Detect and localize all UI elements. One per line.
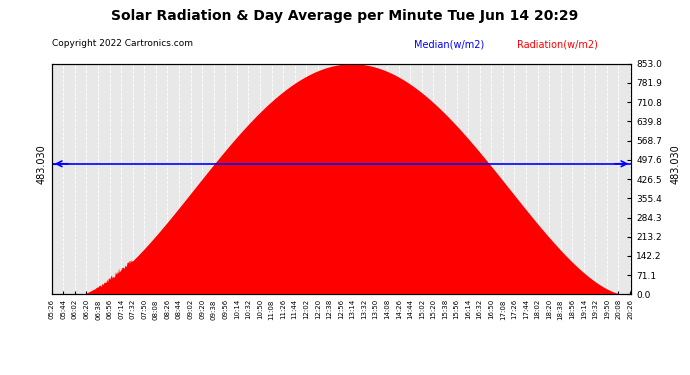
- Text: 483.030: 483.030: [670, 144, 680, 184]
- Text: Radiation(w/m2): Radiation(w/m2): [518, 39, 598, 50]
- Text: Solar Radiation & Day Average per Minute Tue Jun 14 20:29: Solar Radiation & Day Average per Minute…: [111, 9, 579, 23]
- Text: Median(w/m2): Median(w/m2): [414, 39, 484, 50]
- Text: Copyright 2022 Cartronics.com: Copyright 2022 Cartronics.com: [52, 39, 193, 48]
